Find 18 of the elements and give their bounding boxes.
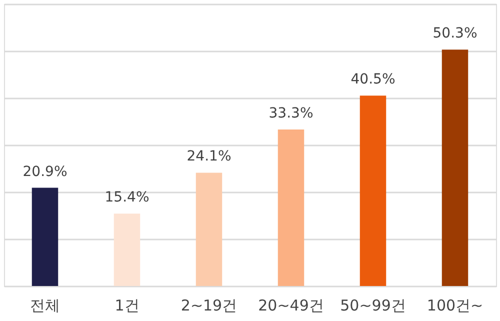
- bar: [360, 96, 386, 286]
- x-tick-label: 전체: [30, 296, 60, 314]
- data-label: 33.3%: [268, 105, 314, 122]
- data-label: 24.1%: [186, 148, 232, 165]
- x-tick-label: 50~99건: [340, 296, 406, 314]
- bar: [442, 50, 468, 286]
- x-tick-label: 20~49건: [258, 296, 324, 314]
- bar: [32, 188, 58, 286]
- data-label: 40.5%: [350, 72, 396, 88]
- x-tick-label: 100건~: [426, 296, 484, 314]
- data-label: 15.4%: [104, 190, 150, 206]
- bar: [278, 129, 304, 286]
- bar: [114, 214, 140, 286]
- x-tick-label: 1건: [114, 296, 140, 314]
- data-label: 50.3%: [432, 26, 478, 42]
- data-label: 20.9%: [22, 164, 68, 180]
- x-tick-label: 2~19건: [180, 296, 238, 314]
- bar: [196, 172, 222, 286]
